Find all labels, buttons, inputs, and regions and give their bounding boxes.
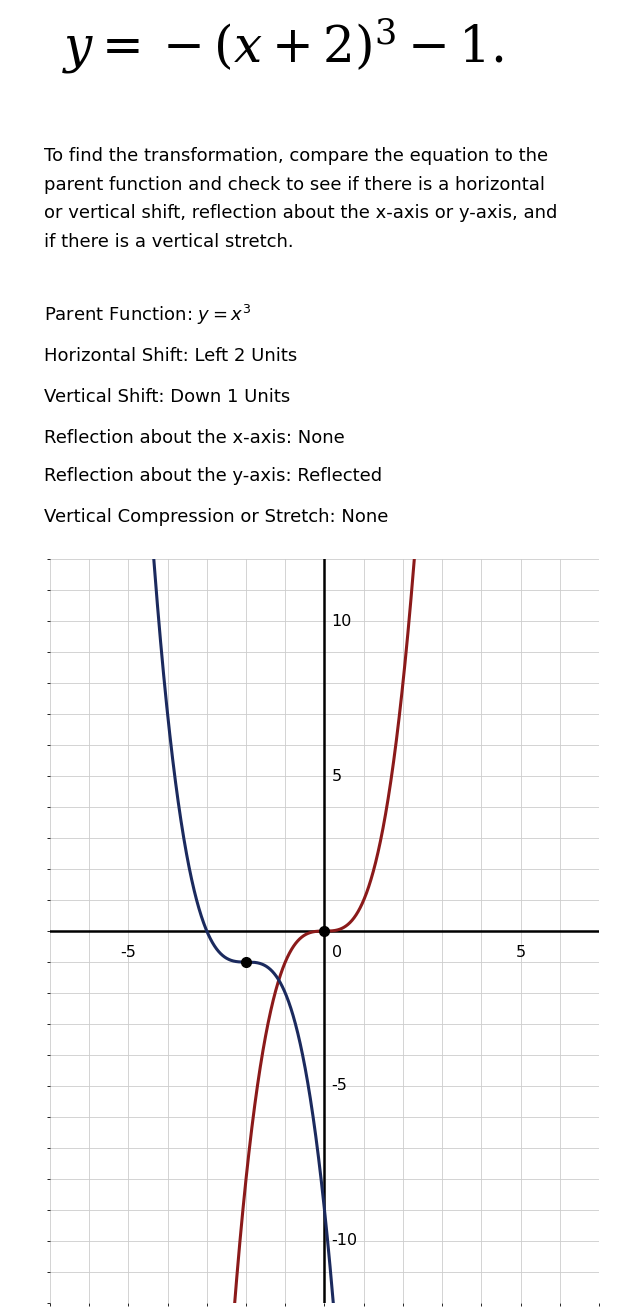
Text: Vertical Shift: Down 1 Units: Vertical Shift: Down 1 Units [44, 388, 290, 405]
Text: 10: 10 [331, 613, 352, 629]
Text: Vertical Compression or Stretch: None: Vertical Compression or Stretch: None [44, 508, 388, 526]
Text: To find the transformation, compare the equation to the
parent function and chec: To find the transformation, compare the … [44, 147, 557, 251]
Text: Reflection about the x-axis: None: Reflection about the x-axis: None [44, 429, 344, 446]
Text: Reflection about the y-axis: Reflected: Reflection about the y-axis: Reflected [44, 467, 382, 486]
Text: 0: 0 [333, 945, 343, 959]
Text: -5: -5 [331, 1079, 348, 1094]
Text: $y = -(x+2)^3 - 1.$: $y = -(x+2)^3 - 1.$ [62, 16, 504, 76]
Text: -10: -10 [331, 1233, 358, 1249]
Text: Parent Function: $y = x^3$: Parent Function: $y = x^3$ [44, 303, 251, 328]
Text: 5: 5 [331, 769, 342, 783]
Text: 5: 5 [515, 945, 525, 959]
Text: Horizontal Shift: Left 2 Units: Horizontal Shift: Left 2 Units [44, 347, 297, 365]
Text: -5: -5 [120, 945, 136, 959]
